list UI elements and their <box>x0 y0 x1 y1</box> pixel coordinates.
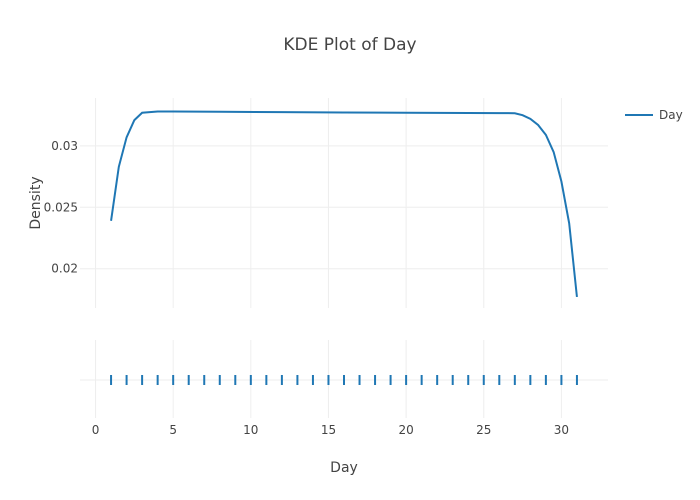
x-tick-label: 10 <box>243 423 258 437</box>
rug-marks <box>110 375 578 385</box>
legend[interactable]: Day <box>625 108 683 122</box>
x-tick-label: 30 <box>554 423 569 437</box>
x-tick-label: 15 <box>321 423 336 437</box>
y-tick-label: 0.025 <box>44 200 78 214</box>
x-tick-label: 0 <box>92 423 100 437</box>
x-axis-title: Day <box>330 460 358 476</box>
x-tick-labels: 0 5 10 15 20 25 30 <box>92 423 569 437</box>
kde-line-day <box>110 110 578 298</box>
y-tick-label: 0.03 <box>51 139 78 153</box>
x-tick-label: 20 <box>398 423 413 437</box>
legend-label-day: Day <box>659 108 683 122</box>
y-tick-label: 0.02 <box>51 262 78 276</box>
y-tick-labels: 0.02 0.025 0.03 <box>44 139 78 276</box>
y-axis-title: Density <box>28 176 44 229</box>
x-tick-label: 5 <box>169 423 177 437</box>
chart-title: KDE Plot of Day <box>283 35 416 55</box>
main-plot-gridlines <box>80 98 608 308</box>
x-tick-label: 25 <box>476 423 491 437</box>
